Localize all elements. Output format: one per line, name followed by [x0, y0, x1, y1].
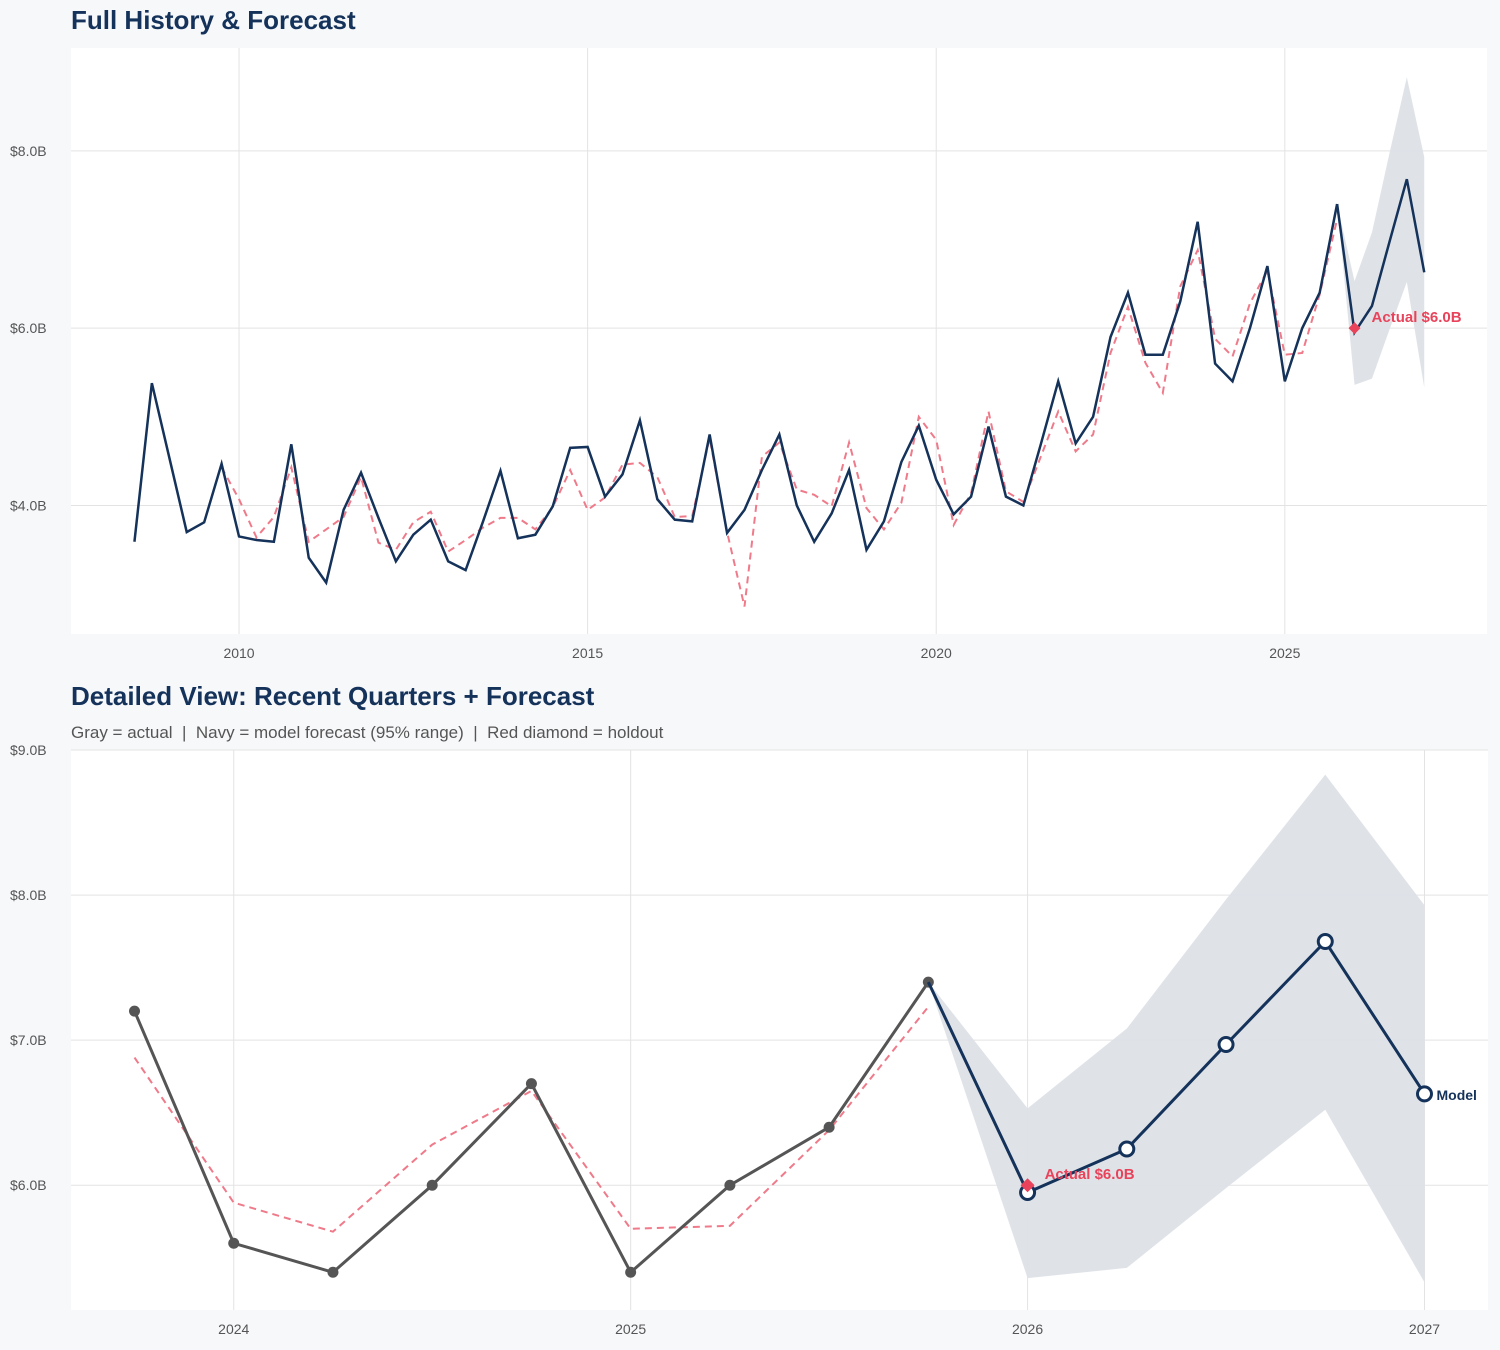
y-tick-label: $6.0B: [10, 320, 47, 336]
y-tick-label: $9.0B: [10, 742, 47, 758]
y-tick-label: $7.0B: [10, 1032, 47, 1048]
y-tick-label: $6.0B: [10, 1177, 47, 1193]
y-tick-label: $8.0B: [10, 887, 47, 903]
actual-point: [129, 1005, 141, 1017]
bottom-chart-title: Detailed View: Recent Quarters + Forecas…: [71, 681, 595, 711]
forecast-line: [1335, 178, 1426, 337]
actual-line: [133, 203, 1339, 586]
x-tick-label: 2025: [1269, 645, 1300, 661]
forecast-point: [1118, 1140, 1136, 1158]
holdout-diamond: [1348, 322, 1361, 335]
y-tick-label: $8.0B: [10, 143, 47, 159]
actual-point: [426, 1179, 438, 1191]
forecast-point: [1316, 933, 1334, 951]
actual-point: [823, 1121, 835, 1133]
holdout-label: Actual $6.0B: [1045, 1166, 1135, 1183]
actual-point: [228, 1237, 240, 1249]
forecast-95-band: [928, 774, 1425, 1283]
x-tick-label: 2024: [218, 1321, 249, 1337]
full-history-chart: 2010 2015 2020 2025 $4.0B $6.0B $8.0B Actual $6…: [10, 48, 1487, 661]
y-tick-label: $4.0B: [10, 497, 47, 513]
top-chart-title: Full History & Forecast: [71, 5, 356, 35]
actual-point: [525, 1078, 537, 1090]
fitted-line: [133, 1006, 930, 1233]
holdout-diamond: [1020, 1178, 1035, 1193]
x-tick-label: 2015: [572, 645, 603, 661]
actual-point: [625, 1266, 637, 1278]
x-tick-label: 2027: [1409, 1321, 1440, 1337]
x-tick-label: 2020: [921, 645, 952, 661]
bottom-chart-subtitle: Gray = actual | Navy = model forecast (9…: [71, 723, 664, 742]
forecast-95-band: [1337, 77, 1425, 388]
fitted-line: [220, 218, 1339, 607]
actual-point: [724, 1179, 736, 1191]
forecast-line: [926, 939, 1426, 1195]
x-tick-label: 2025: [615, 1321, 646, 1337]
x-tick-label: 2010: [223, 645, 254, 661]
holdout-label: Actual $6.0B: [1372, 309, 1462, 326]
model-label: Model: [1436, 1087, 1476, 1103]
forecast-point: [1217, 1036, 1235, 1054]
actual-point: [327, 1266, 339, 1278]
forecast-point: [1415, 1085, 1433, 1103]
x-tick-label: 2026: [1012, 1321, 1043, 1337]
